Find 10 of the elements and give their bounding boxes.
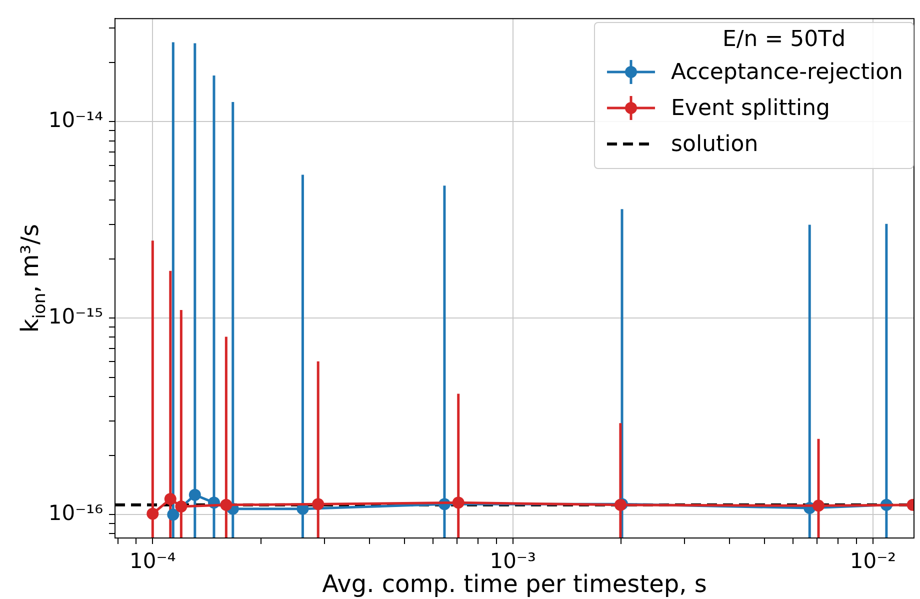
x-tick-label: 10⁻² (850, 549, 896, 574)
y-tick-label: 10⁻¹⁶ (48, 501, 103, 526)
legend-title: E/n = 50Td (721, 27, 847, 52)
legend-label: Acceptance-rejection (671, 60, 903, 84)
x-tick-label: 10⁻⁴ (130, 549, 176, 574)
legend-label: Event splitting (671, 96, 830, 120)
y-axis-title: kion, m³/s (16, 224, 50, 333)
legend-label: solution (671, 132, 758, 156)
y-tick-label: 10⁻¹⁵ (48, 304, 103, 329)
y-tick-label: 10⁻¹⁴ (48, 108, 103, 132)
